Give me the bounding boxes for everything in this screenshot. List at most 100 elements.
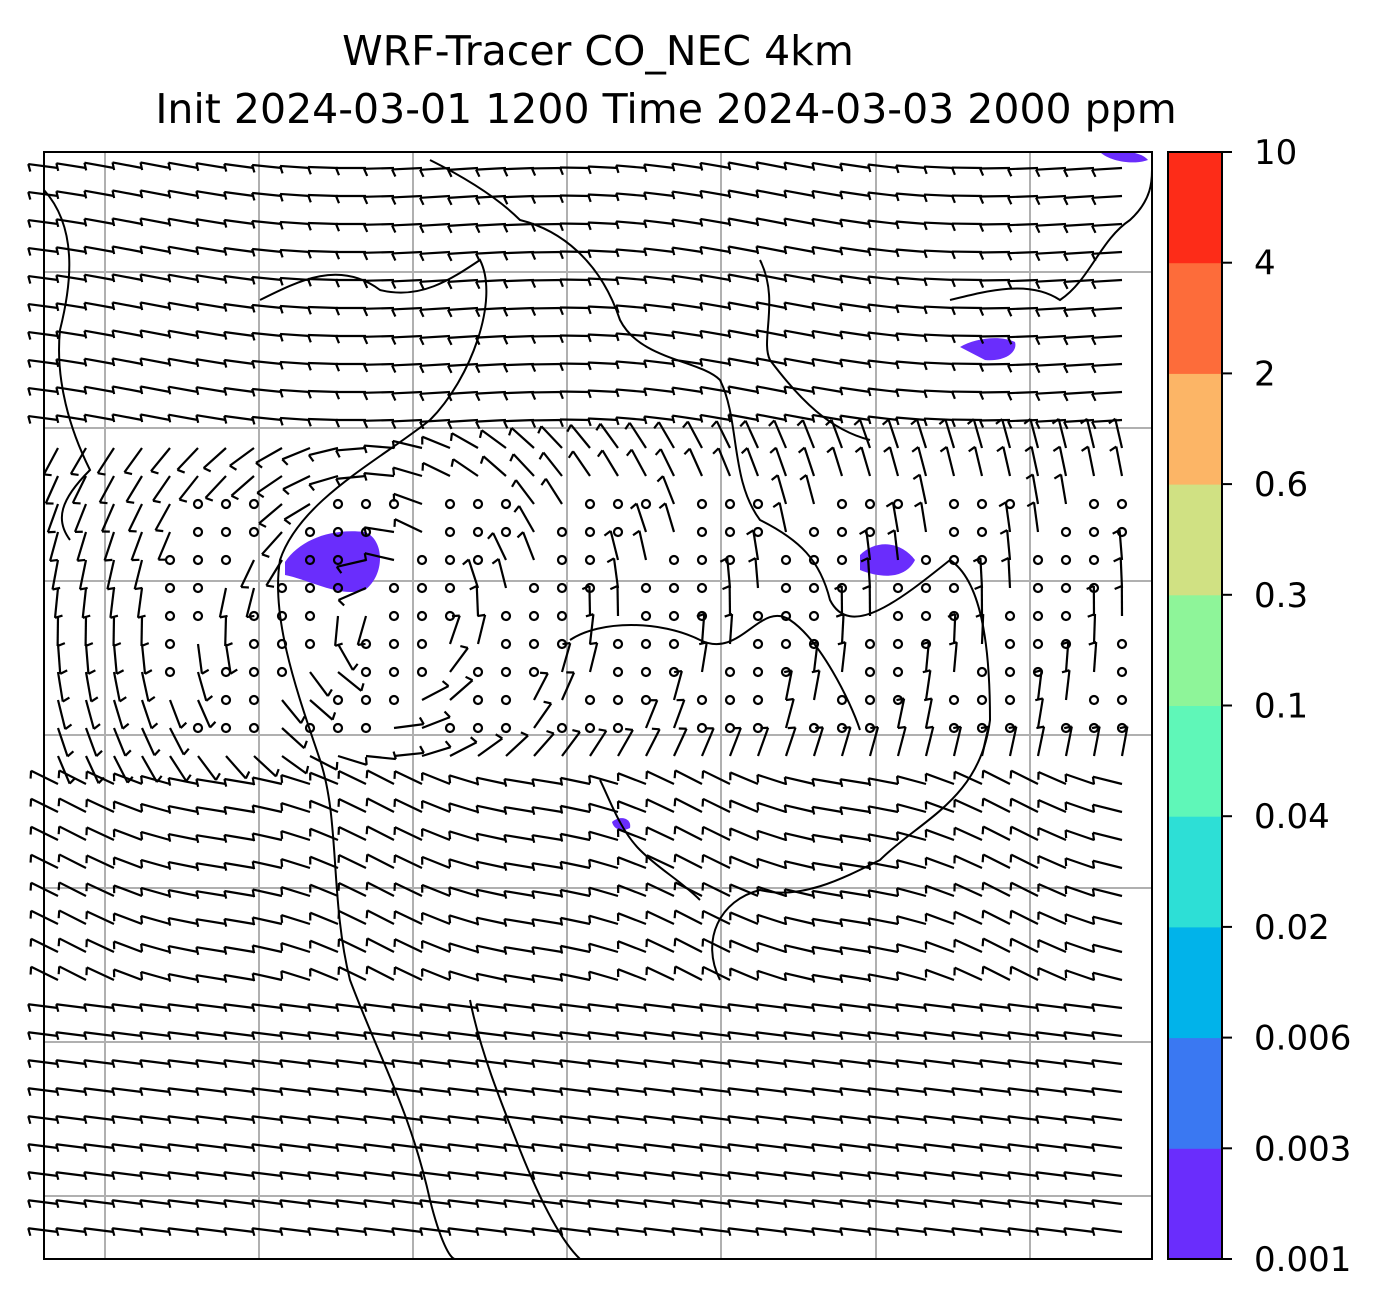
wind-barb xyxy=(616,968,647,982)
wind-barb xyxy=(230,475,255,501)
wind-barb xyxy=(811,1115,843,1125)
wind-barb xyxy=(531,1003,563,1013)
wind-barb xyxy=(645,770,675,785)
wind-barb xyxy=(839,330,871,340)
wind-barb xyxy=(1035,1199,1067,1209)
wind-barb xyxy=(558,194,591,204)
wind-barb xyxy=(671,302,703,312)
wind-barb xyxy=(531,834,563,844)
wind-barb xyxy=(728,726,742,757)
wind-barb xyxy=(476,613,487,645)
wind-barb xyxy=(391,1087,423,1097)
calm-wind-marker xyxy=(584,498,596,510)
wind-barb xyxy=(1009,825,1039,841)
calm-wind-marker xyxy=(388,666,400,678)
wind-barb xyxy=(365,965,395,981)
wind-barb xyxy=(1064,885,1095,898)
wind-barb xyxy=(587,249,619,259)
wind-barb xyxy=(55,1059,87,1069)
wind-barb xyxy=(280,914,311,926)
calm-wind-marker xyxy=(976,498,988,510)
wind-barb xyxy=(178,475,199,503)
wind-barb xyxy=(447,1143,479,1153)
wind-barb xyxy=(895,971,927,982)
wind-barb xyxy=(839,218,871,228)
wind-barb xyxy=(57,909,87,925)
wind-barb xyxy=(167,776,199,786)
wind-barb xyxy=(447,1059,479,1069)
wind-barb xyxy=(615,1059,647,1069)
calm-wind-marker xyxy=(360,722,372,734)
calm-wind-marker xyxy=(1088,554,1100,566)
wind-barb xyxy=(112,940,143,954)
wind-barb xyxy=(57,881,87,897)
wind-barb xyxy=(531,974,563,984)
calm-wind-marker xyxy=(472,554,484,566)
calm-wind-marker xyxy=(472,526,484,538)
calm-wind-marker xyxy=(248,498,260,510)
wind-barb xyxy=(643,1143,675,1153)
wind-barb xyxy=(755,357,787,367)
calm-wind-marker xyxy=(1004,666,1016,678)
wind-barb xyxy=(251,972,283,982)
wind-barb xyxy=(475,1171,507,1181)
calm-wind-marker xyxy=(1032,582,1044,594)
wind-barb xyxy=(783,273,815,283)
calm-wind-marker xyxy=(192,498,204,510)
calm-wind-marker xyxy=(528,666,540,678)
wind-barb xyxy=(503,418,535,429)
wind-barb xyxy=(308,474,339,492)
wind-barb xyxy=(363,1031,395,1041)
wind-barb xyxy=(783,217,815,227)
wind-barb xyxy=(167,1059,199,1069)
wind-barb xyxy=(1009,909,1039,925)
calm-wind-marker xyxy=(304,582,316,594)
wind-barb xyxy=(895,887,927,898)
wind-barb xyxy=(111,357,143,367)
wind-barb xyxy=(923,697,933,729)
wind-barb xyxy=(615,388,647,398)
wind-barb xyxy=(1009,853,1039,869)
wind-barb xyxy=(1064,773,1095,786)
wind-barb xyxy=(503,777,535,787)
wind-barb xyxy=(261,531,283,558)
calm-wind-marker xyxy=(976,694,988,706)
wind-barb xyxy=(724,613,734,645)
wind-barb xyxy=(643,219,675,229)
wind-barb xyxy=(83,1171,115,1181)
wind-barb xyxy=(334,418,367,428)
wind-barb xyxy=(673,727,688,757)
wind-barb xyxy=(615,220,647,230)
wind-barb xyxy=(1091,803,1123,814)
wind-barb xyxy=(283,503,311,526)
wind-barb xyxy=(839,358,871,368)
wind-barb xyxy=(978,194,1011,205)
wind-barb xyxy=(952,725,962,757)
wind-barb xyxy=(839,162,871,172)
wind-barb xyxy=(167,804,199,814)
wind-barb xyxy=(727,1031,759,1041)
wind-barb xyxy=(727,161,759,171)
wind-barb xyxy=(1091,1143,1123,1153)
wind-barb xyxy=(867,1171,899,1181)
calm-wind-marker xyxy=(276,638,288,650)
wind-barb xyxy=(475,166,507,178)
wind-barb xyxy=(462,558,480,589)
wind-barb xyxy=(587,221,619,231)
wind-barb xyxy=(755,161,787,171)
wind-barb xyxy=(530,250,563,261)
wind-barb xyxy=(127,503,143,533)
wind-barb xyxy=(419,278,451,290)
wind-barb xyxy=(391,334,423,345)
wind-barb xyxy=(755,1003,787,1013)
wind-barb xyxy=(83,217,115,227)
wind-barb xyxy=(503,362,535,373)
wind-barb xyxy=(911,446,928,477)
wind-barb xyxy=(1007,1143,1039,1153)
wind-barb xyxy=(783,1199,815,1209)
wind-barb xyxy=(1007,1199,1039,1209)
wind-barb xyxy=(393,798,423,813)
wind-barb xyxy=(421,911,451,926)
wind-barb xyxy=(729,883,759,898)
wind-barb xyxy=(1037,798,1067,814)
